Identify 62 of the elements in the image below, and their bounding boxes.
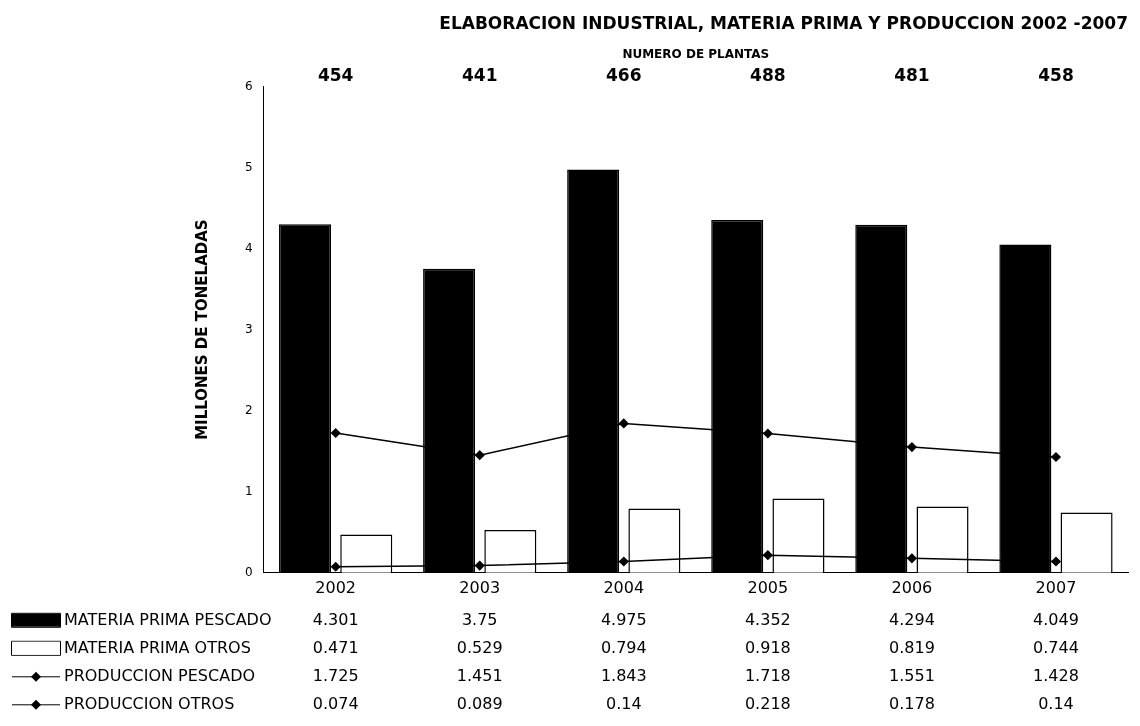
data-label: 1.725 [312,665,359,685]
data-label: 4.301 [312,609,359,629]
data-label: 0.14 [605,693,642,713]
data-label: 1.428 [1033,665,1079,685]
chart-title: ELABORACION INDUSTRIAL, MATERIA PRIMA Y PRODUCCION 2002 -2007 [439,12,1128,33]
x-tick-label: 2005 [747,577,789,597]
text: NUMERO DE PLANTAS [622,47,770,62]
data-label: 0.089 [456,693,503,713]
legend-label: MATERIA PRIMA PESCADO [64,609,272,629]
x-tick-label: 2003 [459,577,501,597]
y-tick-label: 4 [244,240,253,255]
data-label: 4.352 [744,609,791,629]
data-label: 0.794 [600,637,647,657]
data-label: 1.551 [889,665,935,685]
point [907,442,917,452]
data-label: 4.975 [600,609,647,629]
legend-label: MATERIA PRIMA OTROS [64,637,251,657]
legend-label: PRODUCCION PESCADO [64,665,256,685]
point [619,418,629,429]
data-label: 1.718 [744,665,791,685]
point [763,550,773,560]
legend-label: PRODUCCION OTROS [64,693,235,713]
data-label: 0.218 [744,693,791,713]
x-tick-label: 2002 [315,577,357,597]
point [763,428,773,439]
point [474,560,485,571]
point [907,553,917,564]
text: 458 [1038,65,1074,86]
text: 466 [606,65,642,86]
data-label: 0.14 [1038,693,1074,713]
data-label: 1.843 [600,665,647,685]
point [330,428,341,438]
text: 488 [750,65,786,86]
point [1051,452,1061,462]
y-tick-label: 5 [244,159,253,174]
text: 454 [317,65,354,86]
text: 481 [894,65,930,86]
point [330,562,341,572]
point [1051,556,1061,567]
data-label: 0.819 [889,637,935,657]
y-tick-label: 3 [244,321,253,336]
x-tick-label: 2007 [1035,577,1077,597]
x-tick-label: 2006 [891,577,933,597]
data-label: 4.294 [889,609,935,629]
y-tick-label: 1 [244,483,253,498]
data-label: 0.918 [744,637,791,657]
data-label: 3.75 [461,609,498,629]
y-tick-label: 2 [244,402,253,417]
data-label: 1.451 [456,665,503,685]
data-label: 0.074 [312,693,359,713]
data-label: 4.049 [1033,609,1079,629]
data-label: 0.178 [889,693,935,713]
y-tick-label: 6 [244,78,253,93]
point [474,450,485,460]
data-label: 0.744 [1033,637,1079,657]
y-tick-label: 0 [244,564,253,579]
data-label: 0.529 [456,637,503,657]
data-label: 0.471 [312,637,359,657]
point [619,556,629,567]
y-axis-title: MILLONES DE TONELADAS [192,219,211,440]
x-tick-label: 2004 [603,577,645,597]
text: 441 [461,65,498,86]
